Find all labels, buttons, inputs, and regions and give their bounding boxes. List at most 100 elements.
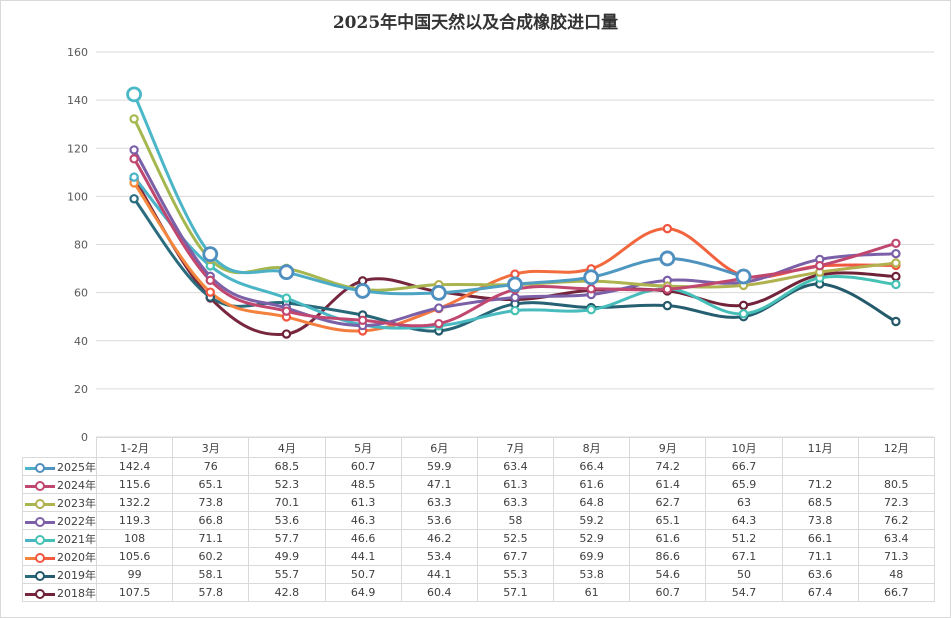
data-label: 57.8: [172, 583, 250, 602]
data-label: 70.1: [248, 493, 326, 512]
data-label: 61.3: [324, 493, 402, 512]
table-row: 2019年 99 58.1 55.7 50.7 44.1 55.3 53.8 54.6 50 63.…: [22, 565, 935, 584]
legend-key-icon: [25, 588, 55, 599]
data-label: 57.7: [248, 529, 326, 548]
data-label: 115.6: [95, 475, 174, 494]
data-point: [129, 154, 139, 164]
data-point: [507, 276, 523, 293]
data-point: [129, 145, 139, 155]
data-point: [354, 283, 371, 299]
data-point: [430, 284, 447, 301]
data-label: 65.1: [629, 511, 707, 530]
data-point: [281, 293, 292, 303]
data-label: 63.6: [781, 565, 859, 584]
data-label: 61: [553, 583, 631, 602]
data-label: 60.2: [172, 547, 250, 566]
data-point: [129, 114, 139, 124]
data-point: [510, 305, 520, 316]
data-point: [278, 264, 295, 281]
data-label: 58: [476, 511, 555, 530]
legend-label: 2023年: [57, 496, 96, 510]
x-category-label: 6月: [400, 437, 478, 458]
data-label: 59.9: [400, 457, 478, 476]
data-label: 64.3: [705, 511, 783, 530]
data-label: 57.1: [476, 583, 555, 602]
data-label: 46.2: [400, 529, 478, 548]
data-point: [583, 269, 600, 286]
data-label: 61.6: [553, 475, 631, 494]
data-point: [662, 300, 673, 311]
legend-key-icon: [25, 516, 55, 527]
legend-label: 2021年: [57, 532, 96, 546]
y-tick-label: 20: [74, 383, 88, 396]
y-tick-label: 60: [74, 287, 88, 300]
data-point: [281, 329, 292, 339]
data-point: [891, 279, 901, 290]
data-point: [434, 318, 444, 329]
data-label: 68.5: [781, 493, 859, 512]
data-label: 66.4: [553, 457, 631, 476]
data-label: 73.8: [172, 493, 250, 512]
legend-entry: 2021年: [22, 529, 97, 548]
data-label: [781, 457, 859, 476]
data-label: 105.6: [95, 547, 174, 566]
data-label: 73.8: [781, 511, 859, 530]
y-axis-ticks: 0 20 40 60 80 100 120 140 160: [67, 46, 88, 444]
data-label: 47.1: [400, 475, 478, 494]
x-category-label: 5月: [324, 437, 402, 458]
data-label: 66.7: [705, 457, 783, 476]
data-point: [357, 315, 368, 325]
data-label: 99: [95, 565, 174, 584]
x-category-label: 9月: [629, 437, 707, 458]
x-category-label: 7月: [476, 437, 555, 458]
data-label: 67.1: [705, 547, 783, 566]
data-label: 71.1: [172, 529, 250, 548]
data-point: [281, 306, 292, 316]
data-label: 86.6: [629, 547, 707, 566]
data-point: [735, 268, 752, 285]
x-category-label: 3月: [172, 437, 250, 458]
legend-entry: 2023年: [22, 493, 97, 512]
data-point: [815, 260, 825, 271]
series-markers: [126, 86, 901, 339]
x-category-label: 4月: [248, 437, 326, 458]
legend-entry: 2020年: [22, 547, 97, 566]
data-label: 80.5: [857, 475, 935, 494]
data-label: 60.4: [400, 583, 478, 602]
table-corner: [23, 438, 97, 458]
data-point: [129, 194, 139, 204]
data-point: [891, 271, 901, 282]
legend-label: 2018年: [57, 586, 96, 600]
data-label: 108: [95, 529, 174, 548]
series-line: [132, 92, 746, 296]
data-label: 66.1: [781, 529, 859, 548]
data-label: 64.8: [553, 493, 631, 512]
data-label: 132.2: [95, 493, 174, 512]
legend-entry: 2024年: [22, 475, 97, 494]
data-label: 61.6: [629, 529, 707, 548]
data-label: 55.3: [476, 565, 555, 584]
data-label: 71.1: [781, 547, 859, 566]
data-label: 69.9: [553, 547, 631, 566]
y-tick-label: 160: [67, 46, 88, 59]
data-label: 65.9: [705, 475, 783, 494]
y-tick-label: 0: [81, 431, 88, 444]
series-line: [132, 117, 898, 292]
legend-entry: 2018年: [22, 583, 97, 602]
data-label: 65.1: [172, 475, 250, 494]
legend-label: 2024年: [57, 478, 96, 492]
data-label: 142.4: [95, 457, 174, 476]
data-label: 63.3: [476, 493, 555, 512]
x-category-label: 10月: [705, 437, 783, 458]
data-label: 53.6: [400, 511, 478, 530]
legend-entry: 2025年: [22, 457, 97, 476]
legend-key-icon: [25, 480, 55, 491]
data-label: 61.4: [629, 475, 707, 494]
data-label: 61.3: [476, 475, 555, 494]
data-point: [586, 284, 596, 294]
table-row: 2018年 107.5 57.8 42.8 64.9 60.4 57.1 61 60.7 54.7…: [22, 583, 935, 602]
data-point: [891, 316, 901, 327]
data-label: 46.3: [324, 511, 402, 530]
x-category-label: 11月: [781, 437, 859, 458]
data-label: 74.2: [629, 457, 707, 476]
